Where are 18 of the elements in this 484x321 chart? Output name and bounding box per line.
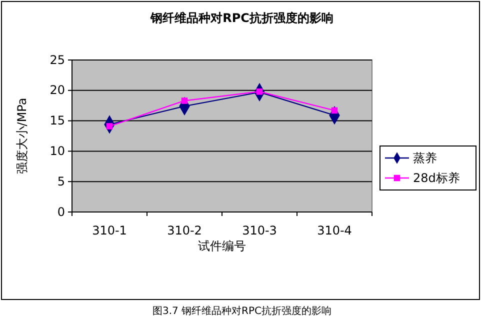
point	[181, 98, 188, 104]
point	[331, 107, 338, 114]
x-tick-label: 310-4	[317, 224, 352, 238]
y-axis-title: 强度大小/MPa	[15, 98, 29, 174]
y-tick-label: 25	[50, 52, 65, 67]
y-tick-label: 20	[50, 83, 65, 98]
x-tick-label: 310-3	[242, 224, 277, 238]
legend-label: 蒸养	[413, 151, 437, 165]
y-tick-label: 5	[57, 174, 65, 188]
y-tick-label: 10	[50, 144, 65, 158]
y-tick-label: 0	[57, 204, 65, 219]
x-axis-title: 试件编号	[198, 239, 246, 253]
legend-label: 28d标养	[413, 171, 460, 185]
x-tick-label: 310-2	[167, 224, 202, 238]
y-tick-label: 15	[50, 114, 65, 128]
caption: 图3.7 钢纤维品种对RPC抗折强度的影响	[152, 305, 332, 317]
x-tick-label: 310-1	[92, 224, 127, 238]
chart-title: 钢纤维品种对RPC抗折强度的影响	[150, 11, 334, 25]
